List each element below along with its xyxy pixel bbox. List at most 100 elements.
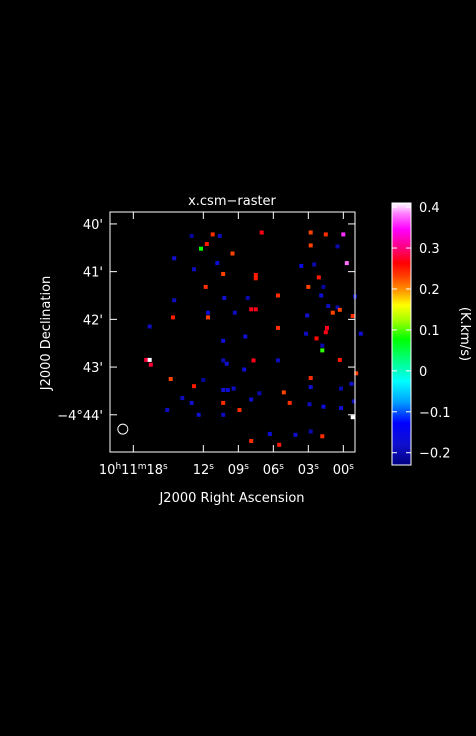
raster-pixel: [230, 251, 235, 256]
raster-pixel: [320, 348, 325, 353]
raster-pixel: [215, 261, 220, 266]
raster-pixel: [341, 232, 346, 237]
plot-frame: [109, 211, 356, 453]
raster-pixel: [351, 399, 356, 404]
raster-pixel: [354, 371, 359, 376]
raster-pixel: [326, 304, 331, 308]
raster-pixel: [267, 431, 272, 436]
x-tick-label: 10h11m18s: [99, 462, 168, 478]
raster-pixel: [321, 284, 326, 289]
raster-pixel: [358, 331, 363, 336]
raster-pixel: [171, 315, 175, 320]
raster-pixel: [323, 232, 328, 237]
raster-pixel: [199, 246, 203, 251]
raster-pixel: [168, 377, 173, 381]
colorbar-label: (K.km/s): [457, 307, 472, 361]
raster-pixel: [232, 310, 237, 315]
raster-pixel: [276, 325, 280, 330]
x-tick-label: 00s: [333, 462, 355, 478]
x-ticks: [132, 212, 344, 452]
raster-pixel: [308, 385, 313, 390]
raster-pixel: [206, 310, 210, 315]
raster-pixel: [277, 442, 282, 447]
raster-pixel: [206, 315, 210, 320]
raster-pixel: [350, 415, 355, 420]
x-tick-label: 06s: [263, 462, 285, 478]
raster-pixel: [221, 272, 226, 276]
raster-pixel: [337, 307, 342, 312]
chart-title: x.csm−raster: [188, 194, 276, 209]
raster-pixel: [196, 412, 201, 417]
raster-pixel: [221, 412, 226, 417]
raster-pixel: [224, 361, 229, 366]
y-tick-label: 40': [83, 218, 103, 233]
raster-pixel: [221, 400, 226, 405]
colorbar-tick-label: 0.2: [419, 283, 440, 298]
raster-pixel: [192, 384, 196, 389]
raster-pixel: [147, 357, 152, 362]
y-tick-label: 41': [83, 266, 103, 281]
colorbar-tick-label: 0.1: [419, 324, 440, 339]
raster-pixel: [276, 293, 280, 298]
y-tick-labels: 40' 41' 42' 43' −4°44': [57, 218, 103, 424]
raster-pixel: [287, 400, 292, 405]
colorbar-tick-label: 0: [419, 365, 427, 380]
raster-pixel: [335, 244, 340, 249]
y-tick-label: 43': [83, 361, 103, 376]
raster-pixel: [221, 388, 226, 392]
colorbar-tick-label: 0.4: [419, 201, 440, 216]
raster-pixel: [144, 357, 149, 362]
raster-pixel: [339, 386, 343, 391]
raster-pixel: [314, 336, 319, 341]
raster-pixel: [335, 305, 340, 310]
raster-pixel: [225, 388, 230, 392]
raster-pixel: [276, 358, 280, 363]
raster-pixel: [320, 434, 325, 439]
raster-pixel: [299, 263, 304, 268]
raster-pixel: [320, 343, 325, 348]
raster-pixel: [321, 404, 326, 409]
raster-pixel: [330, 310, 335, 315]
raster-pixel: [249, 397, 254, 402]
colorbar-tick-label: −0.1: [419, 406, 451, 421]
x-tick-label: 03s: [298, 462, 320, 478]
raster-pixel: [192, 267, 196, 272]
raster-pixel: [201, 378, 206, 382]
raster-pixels: [144, 230, 363, 447]
raster-pixel: [350, 314, 355, 318]
raster-pixel: [344, 261, 349, 266]
raster-pixel: [180, 396, 185, 401]
raster-pixel: [148, 362, 153, 367]
raster-pixel: [349, 381, 354, 386]
raster-pixel: [242, 367, 247, 372]
raster-pixel: [304, 331, 308, 336]
raster-pixel: [204, 242, 209, 246]
raster-pixel: [189, 400, 194, 405]
raster-pixel: [251, 358, 256, 363]
y-ticks: [110, 223, 355, 416]
raster-pixel: [323, 330, 328, 335]
raster-pixel: [253, 276, 258, 281]
raster-pixel: [221, 358, 226, 363]
raster-pixel: [259, 230, 264, 235]
raster-pixel: [203, 284, 208, 289]
raster-pixel: [253, 273, 258, 277]
raster-pixel: [308, 376, 313, 380]
raster-pixel: [308, 230, 313, 235]
colorbar-tick-label: 0.3: [419, 242, 440, 257]
raster-pixel: [231, 386, 236, 391]
raster-pixel: [172, 298, 177, 303]
colorbar-ticks: 0.4 0.3 0.2 0.1 0 −0.1 −0.2: [392, 201, 451, 462]
raster-pixel: [217, 233, 222, 238]
x-tick-label: 09s: [228, 462, 250, 478]
raster-pixel: [305, 313, 310, 318]
colorbar: [391, 202, 412, 466]
colorbar-tick-label: −0.2: [419, 447, 451, 462]
raster-pixel: [222, 295, 227, 300]
y-tick-label: −4°44': [57, 409, 103, 424]
raster-pixel: [237, 408, 242, 412]
raster-pixel: [337, 357, 342, 362]
raster-pixel: [249, 307, 254, 312]
raster-pixel: [306, 284, 311, 289]
